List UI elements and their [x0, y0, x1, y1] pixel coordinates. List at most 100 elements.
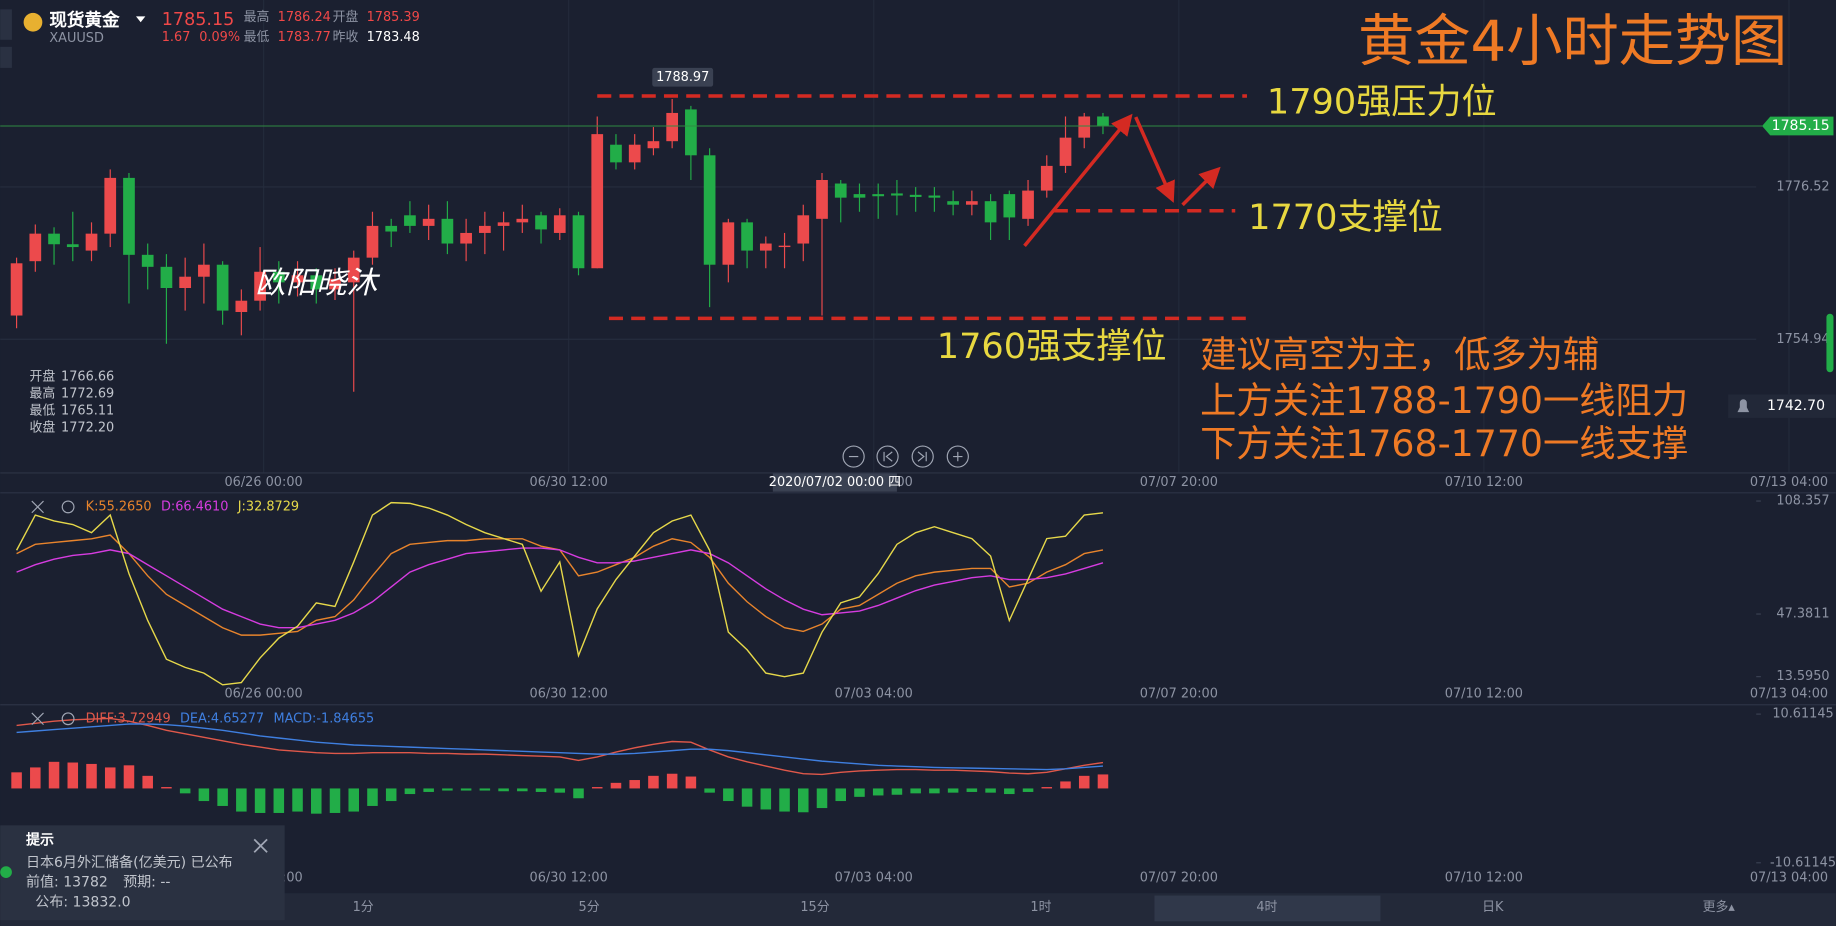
macd-bar — [348, 788, 360, 812]
annotation: 1790强压力位 — [1267, 81, 1497, 122]
y-tick-label: 47.3811 — [1776, 607, 1829, 622]
y-tick-label: 1776.52 — [1776, 179, 1829, 194]
tab[interactable]: 更多▴ — [1703, 900, 1736, 915]
close-indicator[interactable] — [31, 500, 44, 514]
macd-bar — [535, 788, 547, 792]
candle-body — [66, 244, 79, 248]
legend-entry: DEA:4.65277 — [180, 711, 264, 726]
zoom-out[interactable] — [842, 445, 865, 468]
alert-price: 1742.70 — [1767, 398, 1825, 414]
candle-body — [123, 177, 135, 255]
close-indicator[interactable] — [31, 712, 44, 726]
icon — [917, 451, 927, 462]
macd-bar — [67, 762, 79, 789]
macd-bar — [48, 761, 60, 789]
candle-body — [797, 215, 810, 244]
macd-bar — [1097, 774, 1109, 789]
macd-bar — [798, 788, 809, 813]
macd-bar — [479, 788, 491, 791]
tab[interactable]: 5分 — [579, 900, 600, 915]
tab[interactable]: 15分 — [800, 900, 829, 915]
toolbar — [0, 893, 1836, 926]
tab[interactable]: 日K — [1482, 900, 1504, 915]
icon — [953, 451, 963, 462]
macd-bar — [910, 788, 921, 794]
macd-bar — [311, 788, 322, 814]
candle-body — [216, 264, 229, 311]
ohlc-value: 1772.20 — [61, 421, 114, 436]
candle-body — [10, 263, 23, 316]
candle-body — [1022, 190, 1034, 219]
scroll-end[interactable] — [911, 445, 934, 468]
notification-box — [0, 825, 285, 921]
macd-bar — [1041, 787, 1053, 789]
candle-body — [553, 215, 566, 233]
macd-bar — [423, 788, 434, 792]
tab[interactable]: 4时 — [1256, 900, 1277, 915]
candle-body — [834, 183, 847, 198]
candle-body — [160, 266, 173, 289]
candle-body — [141, 254, 154, 267]
candle-body — [366, 225, 379, 258]
dropdown-icon[interactable] — [135, 16, 146, 23]
macd-bar — [610, 782, 622, 789]
macd-bar — [104, 767, 116, 789]
collapse-button[interactable] — [0, 46, 12, 68]
high-marker-box — [652, 67, 714, 87]
macd-bar — [947, 788, 959, 793]
ohlc-value: 1766.66 — [61, 369, 114, 384]
candle-body — [291, 275, 304, 283]
alert-icon — [1737, 399, 1750, 413]
candle-body — [235, 300, 248, 313]
candle-body — [703, 155, 716, 265]
indicator-settings[interactable] — [61, 500, 75, 514]
tab[interactable]: 1时 — [1030, 900, 1051, 915]
back-button[interactable] — [0, 9, 12, 40]
macd-bar — [123, 765, 135, 789]
macd-bar — [442, 788, 453, 791]
x-tick-label: 07/10 12:00 — [1445, 475, 1523, 490]
change: 1.67 — [162, 30, 191, 45]
advice: 上方关注1788-1790一线阻力 — [1200, 379, 1688, 422]
candle-body — [984, 201, 997, 223]
macd-bar — [666, 773, 678, 789]
advice: 下方关注1768-1770一线支撑 — [1200, 422, 1688, 465]
annotation: 1770支撑位 — [1248, 197, 1443, 238]
symbol-code: XAUUSD — [49, 31, 104, 46]
notification: 提示 日本6月外汇储备(亿美元) 已公布 前值: 13782 预期: -- 公布… — [0, 825, 285, 921]
ohlc-label: 最低 — [29, 404, 55, 419]
scroll-start[interactable] — [876, 445, 899, 468]
y-tick-label: 10.61145 — [1772, 707, 1833, 722]
candle-body — [85, 233, 98, 251]
candle-body — [872, 194, 885, 197]
legend-entry: MACD:-1.84655 — [273, 711, 374, 726]
macd-bar — [854, 788, 865, 797]
ohlc-label: 开盘 — [29, 368, 55, 384]
zoom-in[interactable] — [946, 445, 969, 468]
close-notification[interactable] — [253, 838, 268, 853]
macd-bar — [460, 788, 472, 791]
notification-actual: 公布: 13832.0 — [35, 895, 130, 911]
x-tick-label: 07/03 04:00 — [835, 687, 913, 702]
candle-body — [759, 243, 772, 251]
symbol-icon — [23, 12, 43, 32]
indicator-line — [15, 501, 1104, 686]
x-tick-label: 07/10 12:00 — [1445, 687, 1523, 702]
y-tick-label: 1754.94 — [1776, 332, 1829, 347]
candle-body — [441, 218, 454, 244]
candle-body — [535, 215, 547, 230]
x-tick-label: 07/03 04:00 — [835, 871, 913, 886]
ohlc-label: 收盘 — [29, 420, 55, 436]
candle-body — [422, 218, 435, 226]
value: 1783.48 — [367, 30, 420, 45]
macd-bar — [385, 788, 397, 802]
tab[interactable]: 1分 — [353, 900, 374, 915]
candle-body — [404, 215, 416, 226]
symbol-name[interactable]: 现货黄金 — [49, 10, 120, 31]
candle-body — [347, 257, 360, 283]
annotation: 1760强支撑位 — [937, 326, 1167, 367]
x-tick-label: 07/07 20:00 — [1140, 475, 1218, 490]
indicator-settings[interactable] — [61, 712, 75, 726]
